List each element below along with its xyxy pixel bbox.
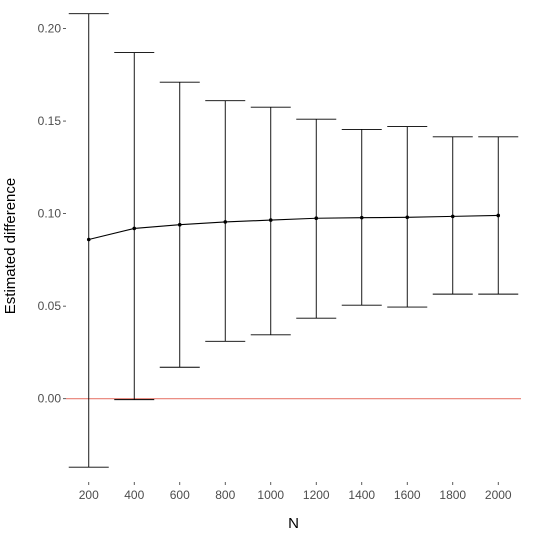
y-tick-label-0.15: 0.15 (38, 114, 62, 128)
y-tick-label-0.05: 0.05 (38, 299, 62, 313)
plot-area (66, 13, 521, 468)
estimate-point-600 (177, 222, 182, 227)
x-tick-label-1200: 1200 (303, 488, 330, 502)
estimate-point-400 (132, 226, 137, 231)
estimate-point-200 (86, 237, 91, 242)
x-axis-title: N (288, 515, 299, 532)
x-tick-label-400: 400 (124, 488, 144, 502)
estimate-point-1800 (450, 214, 455, 219)
estimate-point-1200 (314, 216, 319, 221)
y-tick-label-0.10: 0.10 (38, 207, 62, 221)
y-axis-title: Estimated difference (2, 178, 19, 314)
y-tick-label-0.00: 0.00 (38, 392, 62, 406)
x-tick-label-1600: 1600 (394, 488, 421, 502)
x-tick-label-200: 200 (79, 488, 99, 502)
x-axis: 200 400 600 800 1000 1200 1400 1600 1800 2000 (79, 482, 512, 502)
x-tick-label-600: 600 (170, 488, 190, 502)
estimate-point-2000 (496, 213, 501, 218)
estimate-line (88, 214, 499, 241)
error-bar-400 (114, 52, 155, 401)
x-tick-label-1400: 1400 (348, 488, 375, 502)
estimate-point-800 (223, 220, 228, 224)
estimate-point-1000 (268, 218, 273, 222)
x-tick-label-1800: 1800 (439, 488, 466, 502)
x-tick-label-1000: 1000 (257, 488, 284, 502)
x-tick-label-2000: 2000 (485, 488, 512, 502)
y-axis: 0.00 0.05 0.10 0.15 0.20 (38, 22, 66, 406)
estimate-point-1400 (359, 215, 364, 220)
estimate-point-1600 (405, 215, 410, 220)
x-tick-label-800: 800 (215, 488, 235, 502)
y-tick-label-0.20: 0.20 (38, 22, 62, 36)
